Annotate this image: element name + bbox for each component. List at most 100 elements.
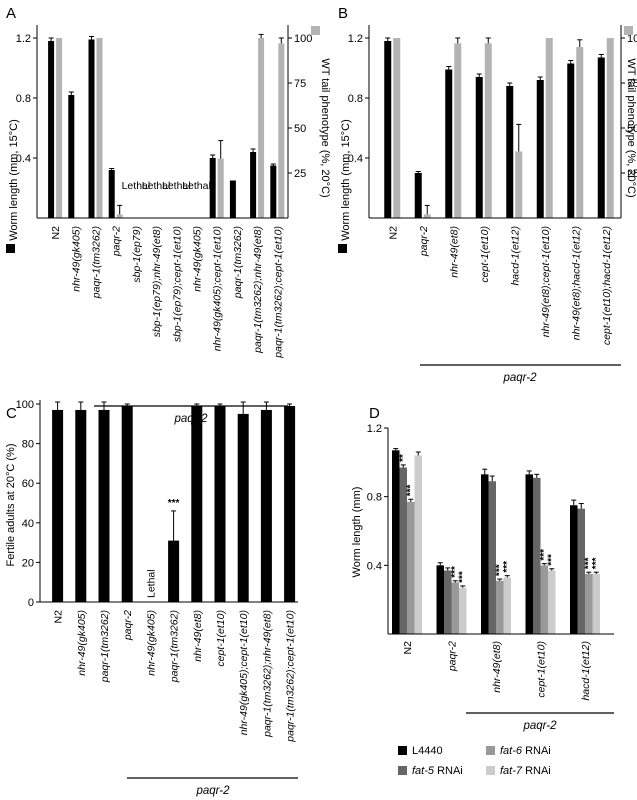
a-tail-bar bbox=[116, 214, 123, 218]
d-significance-label: *** bbox=[547, 554, 558, 566]
c-tick-label: 20 bbox=[22, 557, 34, 569]
b-category-label: paqr-2 bbox=[418, 226, 430, 257]
c-category-label: nhr-49(gk405);cept-1(et10) bbox=[238, 610, 250, 735]
d-tick-label: 1.2 bbox=[367, 423, 382, 435]
c-fertile-bar bbox=[52, 409, 64, 602]
a-category-label: N2 bbox=[50, 226, 62, 240]
d-legend-suffix: RNAi bbox=[434, 765, 463, 777]
a-length-bar bbox=[250, 152, 257, 218]
panel-d-ylabel: Worm length (mm) bbox=[351, 487, 363, 578]
panel-a-gray-legend-square bbox=[311, 26, 320, 35]
b-right-tick-label: 25 bbox=[627, 168, 637, 180]
panel-d-group-label: paqr-2 bbox=[522, 720, 557, 732]
d-legend-label: fat-6 RNAi bbox=[500, 745, 551, 757]
b-tail-bar bbox=[576, 47, 584, 218]
b-tail-bar bbox=[515, 151, 523, 218]
panel-c-ylabel: Fertile adults at 20°C (%) bbox=[5, 444, 17, 567]
a-category-label: paqr-1(tm3262);cept-1(et10) bbox=[272, 226, 284, 359]
b-left-tick-label: 0.8 bbox=[348, 93, 363, 105]
c-fertile-bar bbox=[237, 413, 249, 602]
panel-d-significance: *********************** ****** bbox=[398, 454, 602, 583]
b-tail-bar bbox=[393, 38, 401, 218]
b-category-label: cept-1(et10);hacd-1(et12) bbox=[601, 226, 613, 345]
d-bar bbox=[488, 481, 496, 634]
c-fertile-bar bbox=[284, 405, 296, 602]
d-bar bbox=[503, 577, 511, 634]
panel-b-ticks: 0.4 0.8 1.2 25 50 75 100 bbox=[348, 33, 637, 180]
d-legend-label: fat-7 RNAi bbox=[500, 765, 551, 777]
panel-b: B 0.4 0.8 1.2 25 50 75 100 Worm length (mm, 15… bbox=[338, 5, 637, 384]
panel-a-right-ylabel: WT tail phenotype (%, 20°C) bbox=[319, 58, 331, 197]
d-legend-gene: fat-7 bbox=[500, 765, 523, 777]
d-bar bbox=[444, 570, 452, 634]
b-category-label: hacd-1(et12) bbox=[509, 226, 521, 286]
b-left-tick-label: 1.2 bbox=[348, 33, 363, 45]
d-legend-swatch bbox=[486, 746, 495, 755]
a-left-tick-label: 0.4 bbox=[16, 153, 31, 165]
panel-b-bars bbox=[384, 37, 614, 219]
d-bar bbox=[533, 477, 541, 634]
c-fertile-bar bbox=[191, 405, 203, 602]
d-significance-label: *** bbox=[591, 557, 602, 569]
b-category-label: cept-1(et10) bbox=[479, 226, 491, 283]
c-category-label: paqr-1(tm3262) bbox=[99, 610, 111, 683]
d-tick-label: 0.4 bbox=[367, 560, 382, 572]
d-category-label: cept-1(et10) bbox=[536, 641, 548, 698]
a-category-label: sbp-1(ep79);nhr-49(et8) bbox=[151, 226, 163, 337]
a-length-bar bbox=[229, 180, 236, 218]
d-legend-label: fat-5 RNAi bbox=[412, 765, 463, 777]
b-tail-bar bbox=[606, 38, 614, 218]
d-legend-swatch bbox=[486, 766, 495, 775]
panel-b-gray-legend-square bbox=[624, 26, 633, 35]
panel-b-category-labels: N2 paqr-2 nhr-49(et8) cept-1(et10) hacd-1(et… bbox=[387, 226, 613, 345]
a-lethal-label: Lethal bbox=[182, 180, 211, 192]
a-category-label: paqr-2 bbox=[111, 226, 123, 257]
panel-c-bars bbox=[52, 401, 296, 602]
b-length-bar bbox=[414, 173, 422, 218]
a-category-label: paqr-1(tm3262) bbox=[232, 226, 244, 299]
panel-a-group-label: paqr-2 bbox=[173, 413, 208, 425]
c-tick-label: 0 bbox=[28, 597, 34, 609]
c-tick-label: 60 bbox=[22, 478, 34, 490]
b-category-label: nhr-49(et8);cept-1(et10) bbox=[540, 226, 552, 337]
a-length-bar bbox=[88, 39, 95, 218]
b-category-label: nhr-49(et8);hacd-1(et12) bbox=[570, 226, 582, 340]
panel-d-category-labels: N2 paqr-2 nhr-49(et8) cept-1(et10) hacd-1(et… bbox=[402, 641, 592, 701]
a-left-tick-label: 0.8 bbox=[16, 93, 31, 105]
panel-c-letter: C bbox=[6, 405, 17, 422]
panel-a-left-ylabel: Worm length (mm, 15°C) bbox=[8, 119, 20, 241]
a-length-bar bbox=[108, 170, 115, 218]
panel-b-black-legend-square bbox=[338, 244, 347, 253]
d-bar bbox=[577, 508, 585, 634]
b-tail-bar bbox=[545, 38, 553, 218]
d-bar bbox=[392, 450, 400, 634]
d-bar bbox=[525, 474, 533, 634]
d-category-label: nhr-49(et8) bbox=[491, 641, 503, 693]
c-fertile-bar bbox=[98, 409, 110, 602]
b-tail-bar bbox=[484, 43, 492, 219]
panel-d-ticks: 0.4 0.8 1.2 bbox=[367, 423, 388, 572]
d-bar bbox=[548, 570, 556, 634]
c-category-label: paqr-2 bbox=[122, 610, 134, 641]
b-length-bar bbox=[506, 86, 514, 218]
d-bar bbox=[451, 582, 459, 634]
a-right-tick-label: 100 bbox=[294, 33, 312, 45]
c-category-label: nhr-49(gk405) bbox=[145, 610, 157, 676]
a-lethal-label: Lethal bbox=[162, 180, 191, 192]
a-length-bar bbox=[68, 95, 75, 218]
d-legend-label: L4440 bbox=[412, 745, 443, 757]
a-tail-bar bbox=[96, 38, 103, 218]
a-lethal-label: Lethal bbox=[142, 180, 171, 192]
c-fertile-bar bbox=[168, 540, 180, 602]
a-category-label: nhr-49(gk405);cept-1(et10) bbox=[212, 226, 224, 351]
c-fertile-bar bbox=[214, 405, 226, 602]
panel-a-letter: A bbox=[6, 5, 16, 22]
d-legend-gene: fat-6 bbox=[500, 745, 523, 757]
d-bar bbox=[592, 573, 600, 634]
b-length-bar bbox=[384, 41, 392, 218]
d-bar bbox=[407, 501, 415, 634]
panel-c-category-labels: N2 nhr-49(gk405) paqr-1(tm3262) paqr-2 nhr-4… bbox=[53, 610, 297, 743]
a-tail-bar bbox=[278, 43, 285, 219]
d-significance-label: *** bbox=[458, 571, 469, 583]
